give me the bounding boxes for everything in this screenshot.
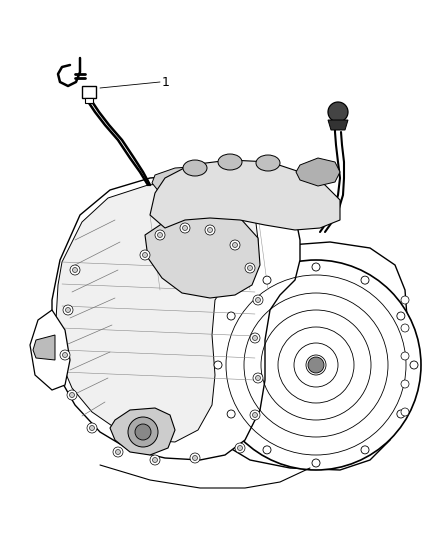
Circle shape (253, 373, 263, 383)
Polygon shape (52, 175, 300, 460)
Circle shape (312, 263, 320, 271)
Circle shape (255, 297, 261, 303)
Circle shape (180, 223, 190, 233)
Circle shape (245, 263, 255, 273)
Circle shape (263, 446, 271, 454)
Circle shape (89, 425, 95, 431)
Circle shape (140, 250, 150, 260)
Circle shape (183, 225, 187, 230)
Circle shape (255, 376, 261, 381)
Circle shape (397, 410, 405, 418)
Ellipse shape (256, 155, 280, 171)
Circle shape (401, 380, 409, 388)
Polygon shape (30, 310, 70, 390)
Circle shape (208, 228, 212, 232)
Circle shape (211, 260, 421, 470)
Circle shape (252, 413, 258, 417)
Circle shape (237, 446, 243, 450)
Circle shape (116, 449, 120, 455)
Circle shape (250, 333, 260, 343)
Circle shape (328, 102, 348, 122)
Polygon shape (145, 210, 260, 298)
Polygon shape (33, 335, 55, 360)
Circle shape (252, 335, 258, 341)
Circle shape (361, 276, 369, 284)
Circle shape (397, 312, 405, 320)
Circle shape (87, 423, 97, 433)
Circle shape (73, 268, 78, 272)
Circle shape (401, 352, 409, 360)
Circle shape (233, 243, 237, 247)
Ellipse shape (218, 154, 242, 170)
Circle shape (128, 417, 158, 447)
Circle shape (230, 240, 240, 250)
Polygon shape (296, 158, 340, 186)
Circle shape (155, 230, 165, 240)
Circle shape (158, 232, 162, 238)
Circle shape (190, 453, 200, 463)
Circle shape (247, 265, 252, 271)
Circle shape (67, 390, 77, 400)
Circle shape (401, 324, 409, 332)
Circle shape (361, 446, 369, 454)
Circle shape (253, 295, 263, 305)
Circle shape (63, 352, 67, 358)
Text: 1: 1 (162, 76, 170, 88)
Circle shape (60, 350, 70, 360)
Circle shape (227, 410, 235, 418)
Circle shape (70, 265, 80, 275)
Circle shape (152, 457, 158, 463)
Circle shape (142, 253, 148, 257)
Circle shape (250, 410, 260, 420)
Circle shape (401, 296, 409, 304)
Polygon shape (56, 182, 258, 442)
Polygon shape (328, 120, 348, 130)
Circle shape (235, 443, 245, 453)
Circle shape (227, 312, 235, 320)
Circle shape (135, 424, 151, 440)
Circle shape (113, 447, 123, 457)
Circle shape (308, 357, 324, 373)
Polygon shape (85, 98, 93, 103)
Circle shape (63, 305, 73, 315)
Circle shape (66, 308, 71, 312)
Circle shape (410, 361, 418, 369)
Polygon shape (150, 160, 340, 230)
Circle shape (401, 408, 409, 416)
Polygon shape (152, 165, 295, 195)
Circle shape (70, 392, 74, 398)
Circle shape (150, 455, 160, 465)
Circle shape (312, 459, 320, 467)
Circle shape (192, 456, 198, 461)
Circle shape (263, 276, 271, 284)
Polygon shape (82, 86, 96, 98)
Circle shape (205, 225, 215, 235)
Ellipse shape (183, 160, 207, 176)
Circle shape (214, 361, 222, 369)
Polygon shape (205, 242, 408, 470)
Polygon shape (110, 408, 175, 455)
